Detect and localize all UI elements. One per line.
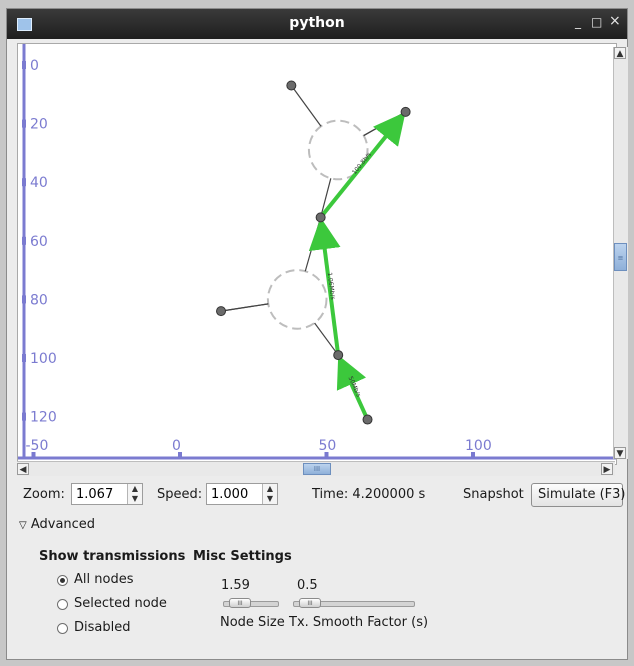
link-line — [363, 111, 406, 137]
radio-all-nodes[interactable] — [57, 575, 68, 586]
advanced-label: Advanced — [30, 517, 96, 532]
transmission-arrow — [336, 355, 370, 421]
node-size-slider-handle[interactable]: III — [229, 598, 251, 608]
scroll-left-icon[interactable]: ◀ — [17, 463, 29, 475]
y-tick-label: 80 — [30, 292, 48, 308]
zoom-spinbox[interactable]: ▲▼ — [71, 483, 143, 505]
node-n5 — [362, 414, 373, 425]
y-tick-label: 20 — [30, 117, 48, 133]
radio-selected-node-label: Selected node — [74, 596, 167, 611]
y-tick-label: 40 — [30, 175, 48, 191]
transmission-arrow — [319, 111, 406, 219]
simulate-button[interactable]: Simulate (F3) — [531, 483, 625, 507]
minimize-icon[interactable]: _ — [575, 15, 581, 29]
y-tick-label: 0 — [30, 58, 39, 74]
misc-settings-heading: Misc Settings — [193, 549, 292, 564]
smooth-factor-label: Tx. Smooth Factor (s) — [289, 615, 429, 630]
scroll-right-icon[interactable]: ▶ — [601, 463, 613, 475]
node-n0 — [286, 80, 297, 91]
smooth-factor-value: 0.5 — [297, 578, 318, 593]
triangle-down-icon: ▽ — [19, 520, 27, 531]
y-tick-label: 60 — [30, 234, 48, 250]
scroll-down-icon[interactable]: ▼ — [614, 447, 626, 459]
vertical-scroll-thumb[interactable]: ≡ — [614, 243, 627, 271]
wireless-range-circle — [307, 119, 369, 181]
topology-canvas[interactable]: 0 20 40 60 80 100 120 -50 0 50 100 50Mb/s 1.06Mb/s 10… — [17, 43, 617, 465]
node-n1 — [400, 106, 411, 117]
smooth-factor-slider[interactable]: III — [293, 598, 415, 608]
x-tick-label: 50 — [319, 438, 337, 454]
zoom-input[interactable] — [76, 485, 130, 503]
advanced-toggle[interactable]: ▽ Advanced — [19, 517, 95, 532]
radio-disabled[interactable] — [57, 623, 68, 634]
node-n3 — [216, 306, 227, 317]
time-display: Time: 4.200000 s — [312, 487, 426, 502]
node-size-value: 1.59 — [221, 578, 250, 593]
link-line — [220, 303, 269, 312]
app-window: python _ □ × 0 20 40 60 80 100 120 -50 0 50 100 50M… — [6, 8, 628, 660]
transmission-arrow — [308, 217, 341, 356]
x-tick-label: 100 — [465, 438, 492, 454]
y-tick-label: 100 — [30, 351, 57, 367]
link-line — [320, 178, 332, 218]
link-line — [314, 322, 339, 356]
transmission-label: 50Mb/s — [347, 375, 362, 398]
node-n4 — [333, 350, 344, 361]
node-n2 — [315, 212, 326, 223]
link-line — [290, 85, 322, 127]
topology-svg: 0 20 40 60 80 100 120 -50 0 50 100 50Mb/s 1.06Mb/s 10… — [18, 44, 616, 460]
maximize-icon[interactable]: □ — [591, 15, 603, 29]
radio-selected-node[interactable] — [57, 599, 68, 610]
horizontal-scrollbar[interactable]: ◀ III ▶ — [17, 461, 615, 476]
window-icon — [17, 18, 32, 31]
node-size-label: Node Size — [220, 615, 285, 630]
window-title: python — [289, 15, 345, 31]
y-tick-label: 120 — [30, 410, 57, 426]
speed-spinbox[interactable]: ▲▼ — [206, 483, 278, 505]
horizontal-scroll-thumb[interactable]: III — [303, 463, 331, 475]
speed-input[interactable] — [211, 485, 265, 503]
radio-disabled-label: Disabled — [74, 620, 131, 635]
node-size-slider[interactable]: III — [223, 598, 279, 608]
transmission-label: 100.8b/s — [351, 151, 373, 176]
smooth-factor-slider-handle[interactable]: III — [299, 598, 321, 608]
vertical-scrollbar[interactable]: ▲ ≡ ▼ — [613, 47, 628, 459]
link-line — [304, 217, 322, 272]
x-tick-label: -50 — [26, 438, 49, 454]
zoom-label: Zoom: — [23, 487, 65, 502]
speed-label: Speed: — [157, 487, 203, 502]
x-tick-label: 0 — [172, 438, 181, 454]
title-bar[interactable]: python _ □ × — [7, 9, 627, 39]
scroll-up-icon[interactable]: ▲ — [614, 47, 626, 59]
zoom-stepper-icon[interactable]: ▲ ▼ — [127, 484, 142, 504]
show-transmissions-heading: Show transmissions — [39, 549, 186, 564]
speed-stepper-icon[interactable]: ▲ ▼ — [262, 484, 277, 504]
wireless-range-circle — [266, 269, 328, 330]
transmission-label: 1.06Mb/s — [326, 272, 336, 300]
radio-all-nodes-label: All nodes — [74, 572, 134, 587]
close-icon[interactable]: × — [609, 13, 621, 29]
snapshot-label: Snapshot — [463, 487, 524, 502]
